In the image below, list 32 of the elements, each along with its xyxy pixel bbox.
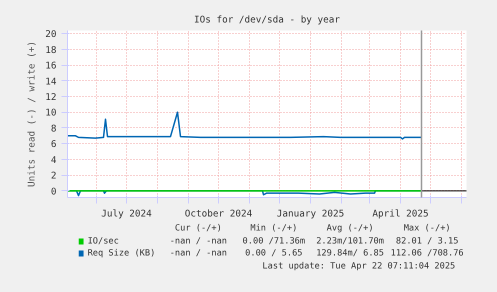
chart-title: IOs for /dev/sda - by year xyxy=(194,14,340,26)
text: -nan / -nan xyxy=(170,236,228,246)
y-tick-label: 10 xyxy=(45,108,57,119)
text: Min (-/+) xyxy=(250,224,298,234)
text: 0.00 /71.36m xyxy=(242,236,306,246)
legend-label: Req Size (KB) xyxy=(88,248,156,258)
text: Cur (-/+) xyxy=(174,224,222,234)
text: Max (-/+) xyxy=(404,224,451,234)
y-tick-label: 20 xyxy=(45,29,57,40)
y-tick-label: 12 xyxy=(45,92,56,104)
y-tick-label: 0 xyxy=(50,186,57,198)
x-tick-label: July 2024 xyxy=(101,208,152,220)
x-tick-label: October 2024 xyxy=(184,208,253,220)
x-tick-label: January 2025 xyxy=(276,208,344,220)
text: -nan / -nan xyxy=(170,248,228,258)
text: Avg (-/+) xyxy=(326,224,374,234)
y-axis-title: Units read (-) / write (+) xyxy=(26,40,38,188)
legend-label: IO/sec xyxy=(88,236,119,246)
y-tick-label: 6 xyxy=(50,139,57,150)
y-tick-label: 14 xyxy=(45,76,57,88)
x-tick-label: April 2025 xyxy=(372,208,429,220)
text: 82.01 / 3.15 xyxy=(396,236,458,246)
y-tick-label: 8 xyxy=(50,123,57,134)
y-tick-label: 4 xyxy=(50,154,57,166)
text: Last update: Tue Apr 22 07:11:04 2025 xyxy=(262,262,456,272)
text: 112.06 /708.76 xyxy=(390,248,464,258)
text: 2.23m/101.70m xyxy=(316,236,384,246)
text: 0.00 / 5.65 xyxy=(245,248,302,258)
y-tick-label: 18 xyxy=(45,44,57,56)
text: 129.84m/ 6.85 xyxy=(316,248,384,258)
y-tick-label: 2 xyxy=(50,170,57,182)
y-tick-label: 16 xyxy=(45,60,57,72)
